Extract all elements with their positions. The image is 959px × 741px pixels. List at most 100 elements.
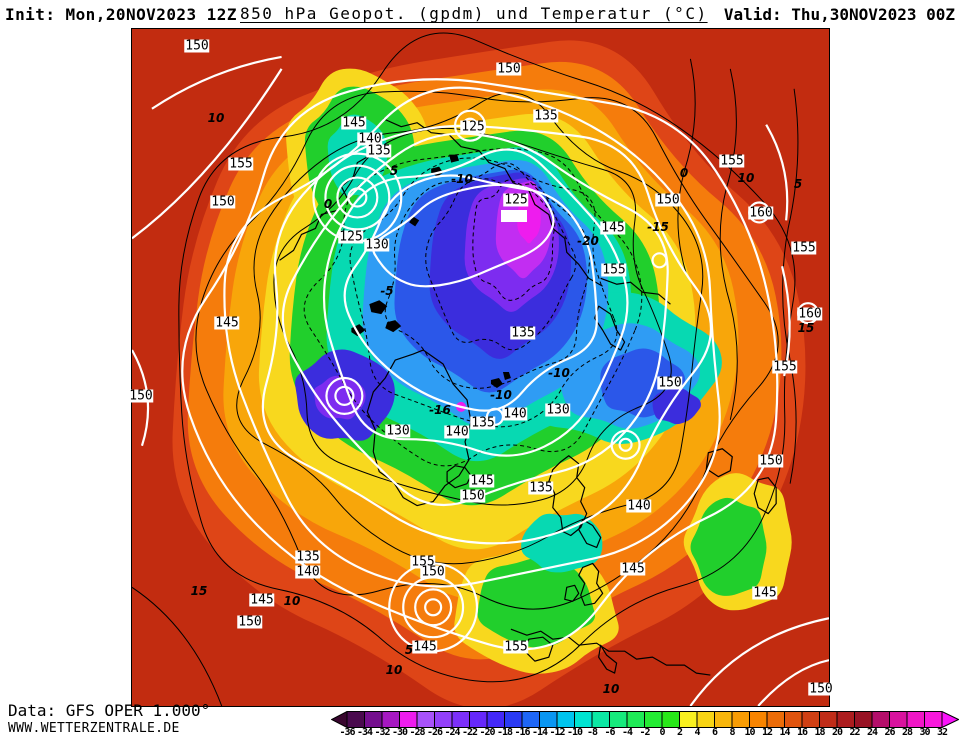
geopotential-label: 145: [469, 473, 495, 489]
geopotential-label: 150: [184, 38, 210, 54]
colorbar-cell: [731, 711, 750, 728]
geopotential-label: 155: [772, 359, 798, 375]
colorbar-cell: [539, 711, 558, 728]
geopotential-label: 135: [366, 143, 392, 159]
geopotential-label: 160: [748, 205, 774, 221]
geopotential-label: 130: [364, 237, 390, 253]
temperature-label: 10: [207, 111, 225, 125]
colorbar-cell: [591, 711, 610, 728]
colorbar-tick: -20: [479, 727, 495, 738]
colorbar-cell: [889, 711, 908, 728]
geopotential-label: 130: [545, 402, 571, 418]
colorbar-cell: [381, 711, 400, 728]
geopotential-label: 160: [797, 306, 823, 322]
temperature-label: 5: [404, 643, 414, 657]
colorbar-cell: [434, 711, 453, 728]
geopotential-label: 140: [295, 564, 321, 580]
colorbar-cell: [906, 711, 925, 728]
geopotential-label: 145: [249, 592, 275, 608]
colorbar-tick: 8: [729, 727, 735, 738]
contour-label-layer: 150 150 155 150 145 140 135 125 135 125 130 125 145 1…: [128, 29, 834, 706]
colorbar-cell: [399, 711, 418, 728]
colorbar-cell: [556, 711, 575, 728]
temperature-label: -20: [577, 234, 599, 248]
colorbar-tick: -34: [356, 727, 373, 738]
geopotential-label: 140: [357, 131, 383, 147]
geopotential-label: 130: [385, 423, 411, 439]
geopotential-label: 145: [341, 115, 367, 131]
colorbar-cell: [346, 711, 365, 728]
colorbar-tick: -4: [621, 727, 633, 738]
colorbar-cell: [784, 711, 803, 728]
geopotential-label: 135: [295, 549, 321, 565]
geopotential-label: 145: [752, 585, 778, 601]
colorbar-tick: -10: [566, 727, 583, 738]
colorbar-tick: 24: [866, 727, 878, 738]
colorbar-tick: 22: [849, 727, 860, 738]
colorbar-tick: -36: [339, 727, 355, 738]
colorbar-cell: [364, 711, 383, 728]
temperature-label: 5: [389, 164, 399, 178]
colorbar-tick: -18: [496, 727, 513, 738]
geopotential-label: 150: [496, 61, 522, 77]
colorbar-cell: [521, 711, 540, 728]
geopotential-label: 125: [338, 229, 364, 245]
colorbar-cell: [696, 711, 715, 728]
valid-time-label: Valid: Thu,30NOV2023 00Z: [723, 5, 955, 24]
colorbar-tick: 10: [744, 727, 755, 738]
colorbar-cell: [609, 711, 628, 728]
colorbar-tick: 4: [694, 727, 700, 738]
map-title: 850 hPa Geopot. (gpdm) und Temperatur (°…: [240, 4, 708, 23]
temperature-label: 0: [323, 197, 333, 211]
colorbar-tick: -8: [586, 727, 598, 738]
geopotential-label: 125: [503, 192, 529, 208]
colorbar-cell: [574, 711, 593, 728]
geopotential-label: 150: [128, 388, 154, 404]
temperature-label: -10: [548, 366, 570, 380]
weather-map: 150 150 155 150 145 140 135 125 135 125 130 125 145 1…: [128, 28, 834, 707]
colorbar-cell: [679, 711, 698, 728]
colorbar-tick: 0: [659, 727, 665, 738]
geopotential-label: 155: [228, 156, 254, 172]
colorbar-tick: -24: [444, 727, 460, 738]
data-source-label: Data: GFS OPER 1.000°: [8, 701, 211, 720]
geopotential-label: 135: [533, 108, 559, 124]
colorbar-tick: -32: [374, 727, 390, 738]
temperature-label: 10: [737, 171, 755, 185]
geopotential-label: 150: [460, 488, 486, 504]
geopotential-label: 145: [412, 639, 438, 655]
geopotential-label: 145: [600, 220, 626, 236]
colorbar-tick: -14: [531, 727, 548, 738]
geopotential-label: 150: [237, 614, 263, 630]
colorbar-cell: [504, 711, 523, 728]
geopotential-label: 140: [626, 498, 652, 514]
colorbar-tick: 26: [884, 727, 895, 738]
colorbar-tick: -2: [639, 727, 650, 738]
colorbar-tick: 32: [936, 727, 948, 738]
colorbar-cell: [871, 711, 890, 728]
colorbar-cell: [626, 711, 645, 728]
temperature-label: 5: [793, 177, 803, 191]
colorbar-tick: 2: [676, 727, 683, 738]
colorbar-tick: -30: [391, 727, 408, 738]
colorbar-cell: [766, 711, 785, 728]
colorbar-tick: 18: [814, 727, 825, 738]
geopotential-label: 155: [410, 554, 436, 570]
colorbar-cell: [801, 711, 820, 728]
website-label: WWW.WETTERZENTRALE.DE: [8, 721, 180, 736]
blank-label-box: [501, 210, 527, 222]
colorbar-tick: 30: [919, 727, 930, 738]
colorbar-tick: 14: [779, 727, 790, 738]
colorbar-cell: [469, 711, 488, 728]
geopotential-label: 125: [460, 119, 486, 135]
temperature-label: 15: [190, 584, 208, 598]
temperature-label: -15: [647, 220, 669, 234]
colorbar-tick: 28: [901, 727, 913, 738]
colorbar-cell: [749, 711, 768, 728]
colorbar-tick: -28: [409, 727, 425, 738]
temperature-label: 10: [385, 663, 403, 677]
geopotential-label: 140: [502, 406, 528, 422]
colorbar-cell: [486, 711, 505, 728]
temperature-colorbar: [331, 711, 959, 728]
